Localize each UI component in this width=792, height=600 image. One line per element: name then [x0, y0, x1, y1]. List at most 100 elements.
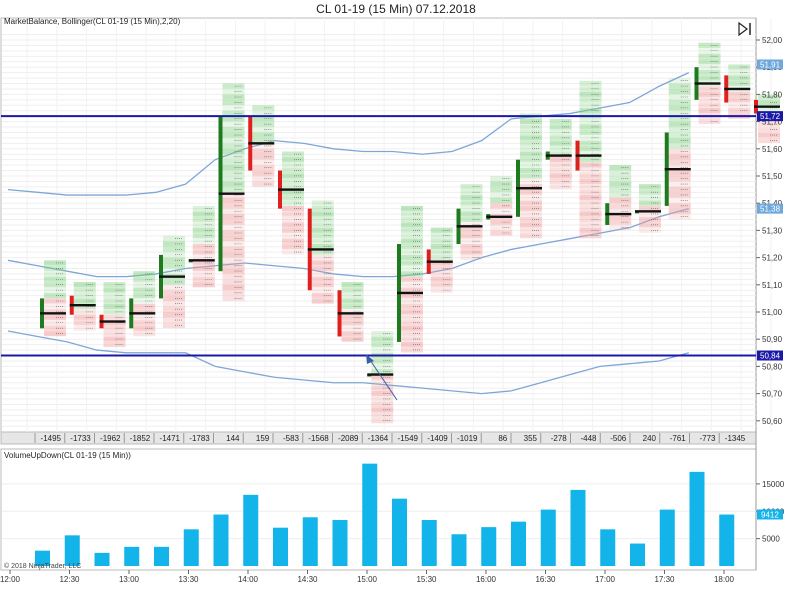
- time-tick-label: 14:00: [238, 575, 259, 584]
- volume-bar: [719, 514, 735, 566]
- price-marker-label: 51,91: [760, 60, 781, 69]
- upper-band-line: [7, 72, 690, 196]
- time-tick-label: 17:30: [654, 575, 675, 584]
- delta-value: -1783: [189, 434, 210, 443]
- poc-line: [486, 215, 513, 218]
- poc-line: [278, 188, 304, 191]
- time-axis[interactable]: 12:00 12:30 13:00 13:30 14:00 14:30 15:00 15:30…: [0, 570, 735, 584]
- price-tick-label: 50,90: [762, 335, 783, 344]
- time-tick-label: 13:00: [119, 575, 140, 584]
- delta-value: -1549: [398, 434, 419, 443]
- poc-line: [605, 212, 632, 216]
- price-indicator-label: MarketBalance, Bollinger(CL 01-19 (15 Mi…: [4, 17, 181, 26]
- price-tick-label: 51,70: [762, 118, 783, 127]
- delta-value: 144: [226, 434, 240, 443]
- poc-line: [516, 187, 542, 190]
- price-marker: [757, 203, 783, 214]
- time-tick-label: 13:30: [178, 575, 199, 584]
- volume-gridlines: [2, 483, 756, 540]
- volume-bar: [94, 552, 110, 566]
- copyright-text: © 2018 NinjaTrader, LLC: [4, 562, 81, 570]
- delta-value: 86: [498, 434, 507, 443]
- delta-value: -1568: [308, 434, 329, 443]
- volume-indicator-label: VolumeUpDown(CL 01-19 (15 Min)): [4, 451, 131, 460]
- price-tick-label: 50,80: [762, 362, 783, 371]
- volume-bar: [600, 529, 616, 566]
- delta-value: 240: [643, 434, 657, 443]
- poc-line: [69, 304, 96, 307]
- volume-bar: [273, 527, 288, 566]
- play-forward-icon[interactable]: [737, 21, 753, 37]
- delta-value: -1345: [725, 434, 746, 443]
- delta-value: 159: [256, 434, 270, 443]
- poc-line: [307, 248, 334, 251]
- volume-bar: [302, 517, 318, 566]
- middle-band-line: [7, 208, 689, 278]
- poc-line: [545, 154, 572, 157]
- volume-bar: [421, 520, 437, 566]
- time-tick-label: 17:00: [595, 575, 616, 584]
- price-marker: [757, 59, 783, 70]
- volume-bar: [570, 489, 586, 566]
- volume-bar: [511, 521, 526, 566]
- time-tick-label: 12:00: [0, 575, 21, 584]
- poc-line: [129, 312, 156, 315]
- volume-bar: [213, 514, 229, 566]
- price-marker-label: 51,38: [760, 205, 781, 214]
- poc-line: [248, 142, 275, 145]
- price-tick-label: 51,60: [762, 145, 783, 154]
- volume-bar: [332, 520, 348, 566]
- delta-value: -278: [551, 434, 568, 443]
- time-tick-label: 16:00: [476, 575, 497, 584]
- poc-line: [724, 87, 751, 91]
- volume-bar: [630, 543, 645, 566]
- price-axis[interactable]: 52,0051,9051,8051,7051,6051,5051,4051,30…: [756, 36, 783, 426]
- time-tick-label: 14:30: [297, 575, 318, 584]
- price-tick-label: 51,20: [762, 254, 783, 263]
- poc-line: [575, 154, 602, 157]
- volume-axis[interactable]: 150001000050009412: [756, 480, 785, 544]
- delta-value: -583: [283, 434, 300, 443]
- volume-bar: [392, 498, 407, 566]
- delta-value: -1364: [368, 434, 389, 443]
- time-tick-label: 12:30: [59, 575, 80, 584]
- delta-value: -1962: [100, 434, 121, 443]
- price-tick-label: 51,10: [762, 281, 783, 290]
- delta-value: -773: [699, 434, 716, 443]
- poc-line: [188, 259, 215, 262]
- poc-line: [397, 291, 423, 295]
- price-marker-label: 51,72: [760, 112, 781, 121]
- horizontal-levels[interactable]: [1, 115, 756, 357]
- volume-bar: [124, 546, 140, 566]
- delta-value: -761: [670, 434, 687, 443]
- volume-bar: [659, 509, 675, 566]
- price-tick-label: 52,00: [762, 36, 783, 45]
- delta-value: 355: [524, 434, 538, 443]
- volume-bar: [35, 550, 50, 566]
- price-tick-label: 51,30: [762, 226, 783, 235]
- delta-value: -2089: [338, 434, 359, 443]
- time-tick-label: 15:00: [357, 575, 378, 584]
- volume-bar: [154, 546, 169, 566]
- volume-bar: [64, 535, 80, 566]
- price-tick-label: 51,00: [762, 308, 783, 317]
- price-marker: [757, 350, 783, 361]
- time-tick-label: 15:30: [416, 575, 437, 584]
- delta-value: -1852: [130, 434, 151, 443]
- volume-bars: [35, 463, 735, 566]
- bollinger-bands: [7, 72, 690, 395]
- lower-band-line: [7, 330, 689, 395]
- poc-line: [99, 320, 126, 323]
- poc-line: [159, 275, 185, 278]
- volume-bar: [243, 494, 259, 566]
- arrow-annotation: [366, 354, 398, 401]
- delta-values: -1495 -1733 -1962 -1852 -1471 -1783 144 159 -583…: [34, 433, 746, 443]
- volume-bar: [481, 527, 497, 566]
- delta-value: -1409: [427, 434, 448, 443]
- price-tick-label: 51,80: [762, 90, 783, 99]
- volume-bar: [183, 529, 199, 566]
- candles: [40, 67, 780, 377]
- volume-bar: [689, 471, 705, 566]
- poc-line: [664, 168, 691, 171]
